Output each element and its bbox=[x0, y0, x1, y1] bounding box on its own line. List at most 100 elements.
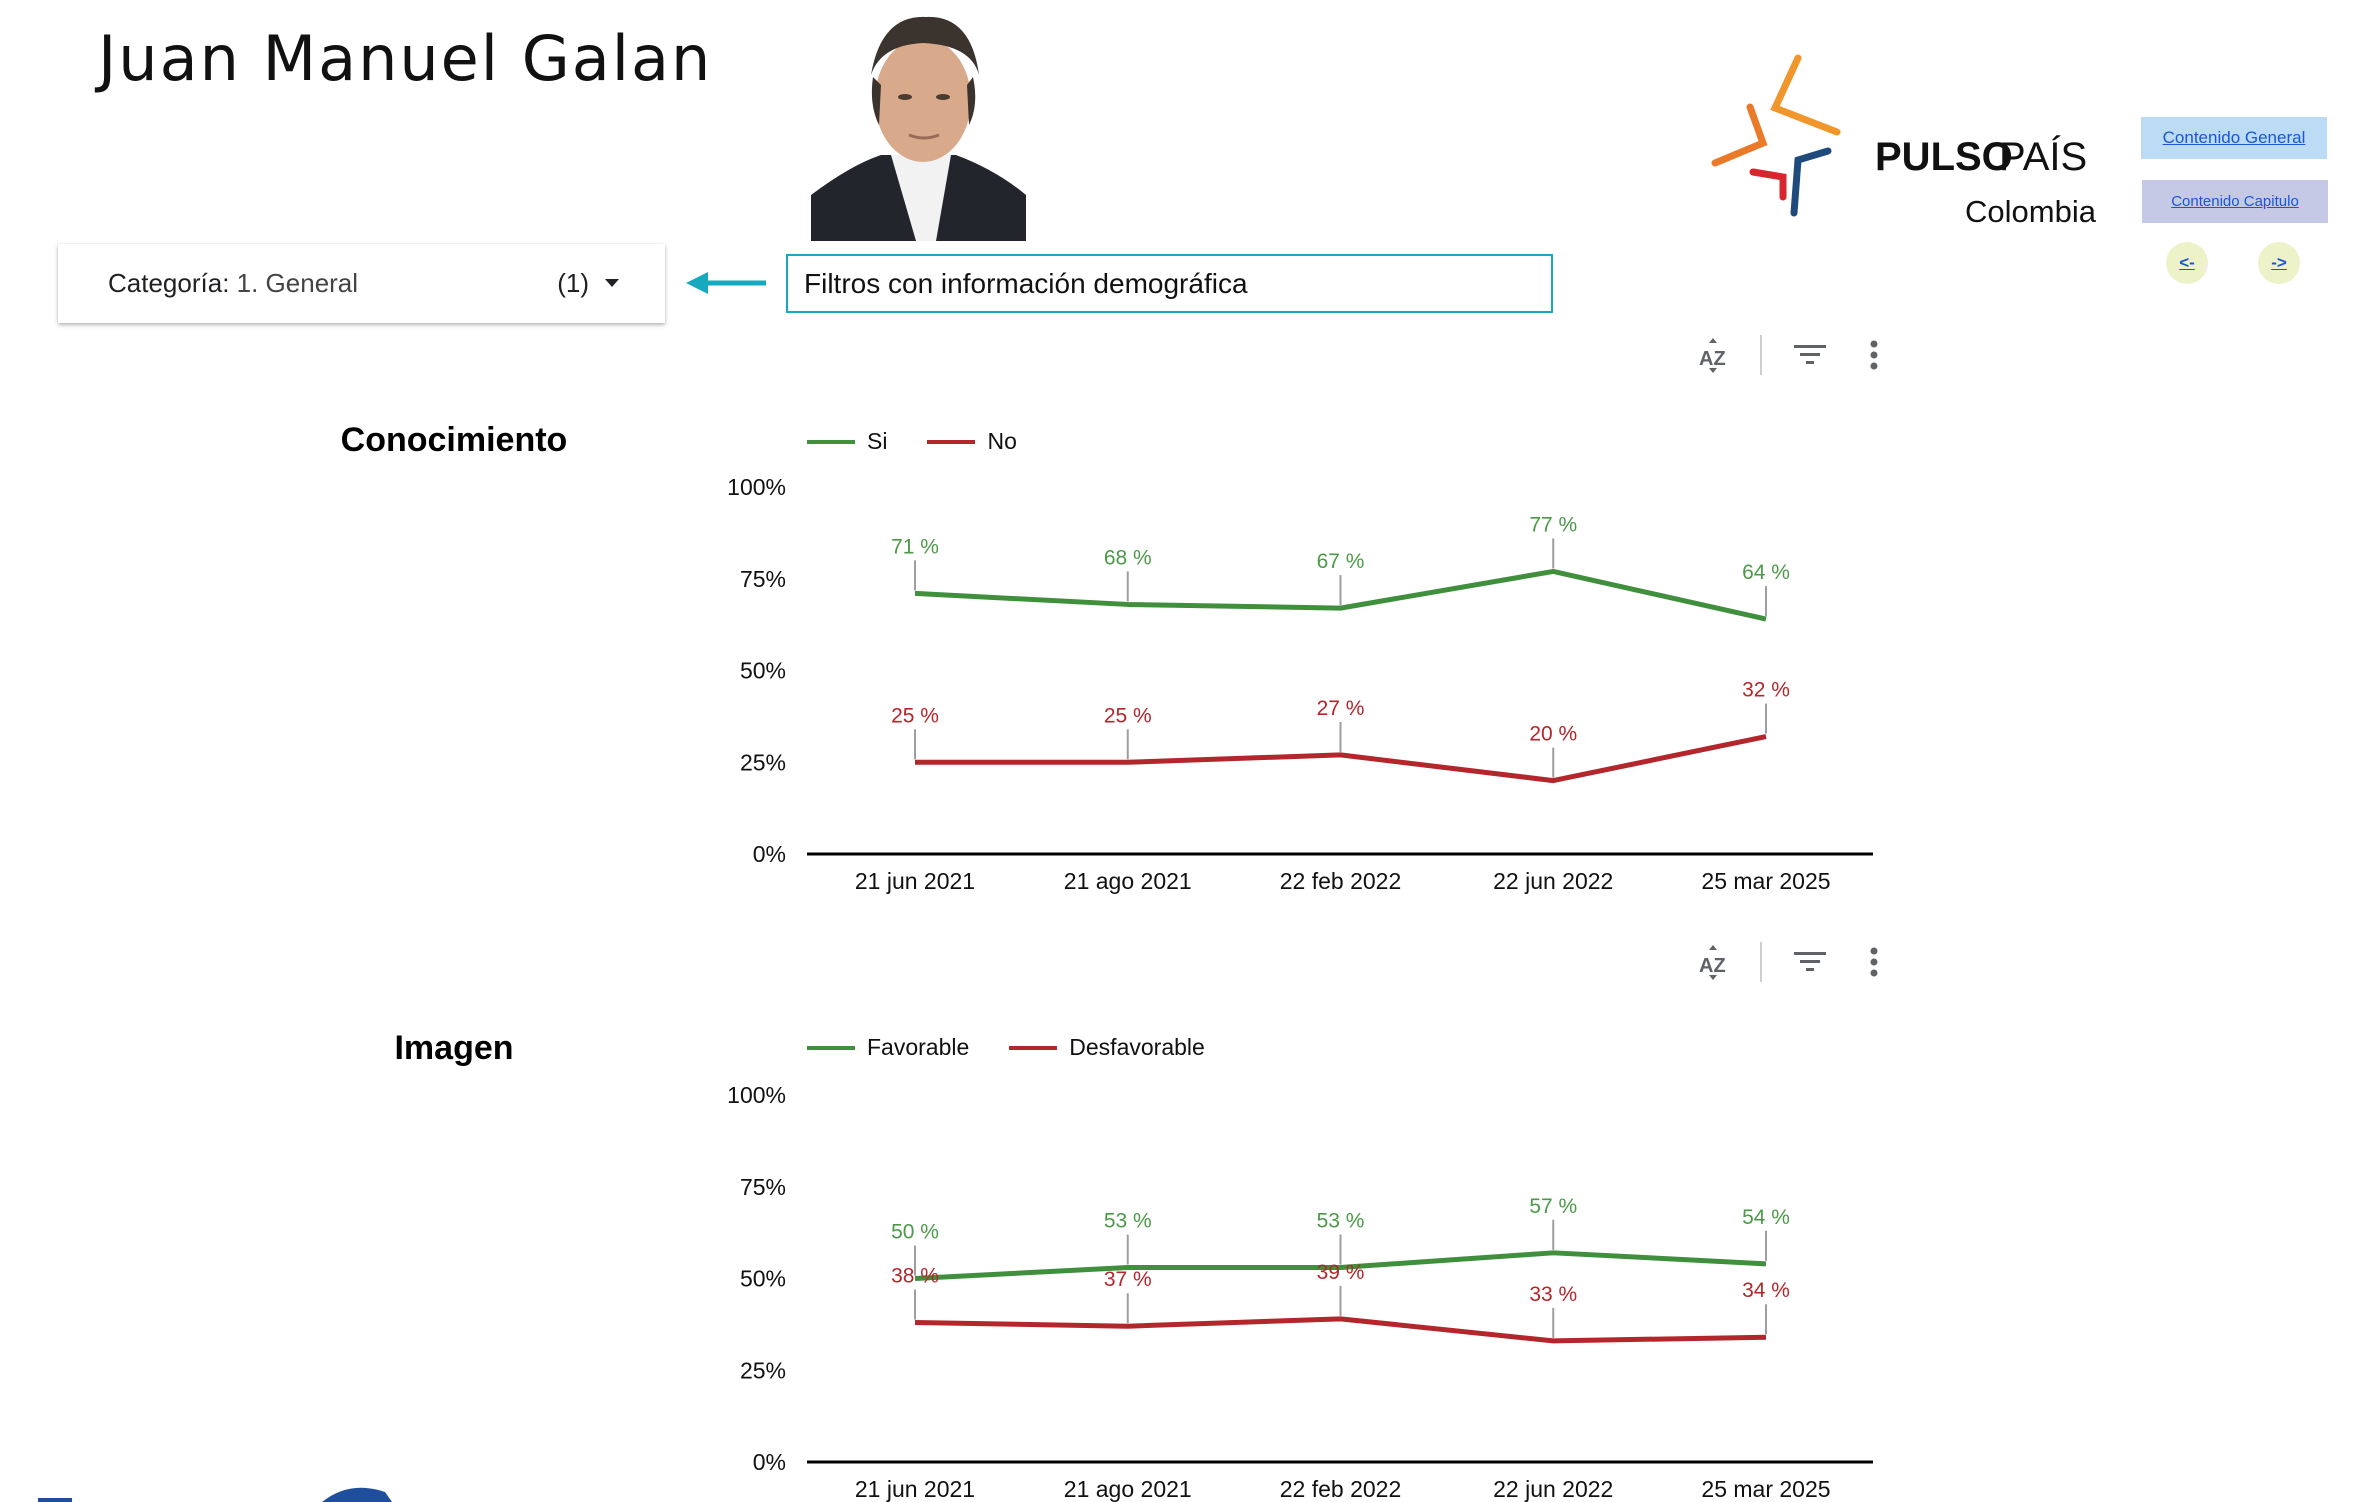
candidate-photo bbox=[811, 5, 1026, 241]
y-tick-label: 75% bbox=[740, 566, 786, 592]
toolbar-divider bbox=[1760, 942, 1762, 982]
data-label: 32 % bbox=[1742, 679, 1790, 702]
data-label: 57 % bbox=[1529, 1195, 1577, 1218]
sort-az-icon[interactable]: AZ bbox=[1698, 937, 1728, 987]
x-tick-label: 22 jun 2022 bbox=[1493, 868, 1613, 894]
legend-label: Desfavorable bbox=[1069, 1034, 1205, 1060]
data-label: 25 % bbox=[891, 704, 939, 727]
page-title: Juan Manuel Galan bbox=[98, 22, 713, 95]
x-tick-label: 21 jun 2021 bbox=[855, 868, 975, 894]
chart-title-conocimiento: Conocimiento bbox=[340, 421, 568, 459]
chart-legend: Si No bbox=[807, 428, 1043, 455]
contenido-capitulo-button[interactable]: Contenido Capitulo bbox=[2142, 180, 2328, 223]
contenido-general-button[interactable]: Contenido General bbox=[2141, 117, 2327, 159]
data-point[interactable] bbox=[1121, 1319, 1135, 1333]
next-page-button[interactable]: -> bbox=[2258, 242, 2300, 284]
data-label: 77 % bbox=[1529, 513, 1577, 536]
svg-text:AZ: AZ bbox=[1699, 348, 1726, 370]
data-label: 27 % bbox=[1317, 697, 1365, 720]
chevron-down-icon[interactable] bbox=[605, 279, 619, 287]
category-label: Categoría bbox=[108, 268, 223, 298]
more-vert-icon[interactable] bbox=[1866, 937, 1882, 987]
sort-az-icon[interactable]: AZ bbox=[1698, 330, 1728, 380]
data-point[interactable] bbox=[908, 1316, 922, 1330]
legend-label: Si bbox=[867, 428, 888, 454]
category-dropdown[interactable]: Categoría: 1. General (1) bbox=[58, 244, 665, 323]
y-tick-label: 50% bbox=[740, 658, 786, 684]
footer-logo bbox=[38, 1487, 392, 1502]
data-label: 50 % bbox=[891, 1221, 939, 1244]
brand-name-light: PAÍS bbox=[1999, 134, 2087, 179]
data-point[interactable] bbox=[1334, 1312, 1348, 1326]
legend-item[interactable]: No bbox=[927, 428, 1017, 455]
x-tick-label: 22 feb 2022 bbox=[1280, 868, 1402, 894]
data-label: 54 % bbox=[1742, 1206, 1790, 1229]
data-label: 67 % bbox=[1317, 550, 1365, 573]
data-label: 25 % bbox=[1104, 704, 1152, 727]
data-label: 68 % bbox=[1104, 546, 1152, 569]
more-vert-icon[interactable] bbox=[1866, 330, 1882, 380]
chart-title-imagen: Imagen bbox=[394, 1029, 514, 1067]
y-tick-label: 25% bbox=[740, 749, 786, 775]
legend-item[interactable]: Favorable bbox=[807, 1034, 969, 1061]
chart-toolbar: AZ bbox=[1698, 937, 1898, 987]
pulsopais-logo: PULSO PAÍS Colombia bbox=[1700, 50, 2120, 235]
y-tick-label: 75% bbox=[740, 1174, 786, 1200]
data-point[interactable] bbox=[1546, 1334, 1560, 1348]
data-label: 33 % bbox=[1529, 1283, 1577, 1306]
toolbar-divider bbox=[1760, 335, 1762, 375]
legend-label: Favorable bbox=[867, 1034, 970, 1060]
previous-page-button[interactable]: <- bbox=[2166, 242, 2208, 284]
x-tick-label: 21 ago 2021 bbox=[1064, 1476, 1192, 1502]
series-line-no[interactable] bbox=[915, 734, 1767, 784]
x-tick-label: 22 jun 2022 bbox=[1493, 1476, 1613, 1502]
filter-hint-box: Filtros con información demográfica bbox=[786, 254, 1553, 313]
legend-swatch bbox=[807, 439, 855, 444]
data-label: 37 % bbox=[1104, 1268, 1152, 1291]
x-tick-label: 25 mar 2025 bbox=[1701, 1476, 1830, 1502]
chart-toolbar: AZ bbox=[1698, 330, 1898, 380]
data-label: 20 % bbox=[1529, 723, 1577, 746]
data-label: 71 % bbox=[891, 535, 939, 558]
x-tick-label: 22 feb 2022 bbox=[1280, 1476, 1402, 1502]
data-label: 53 % bbox=[1104, 1209, 1152, 1232]
y-tick-label: 50% bbox=[740, 1266, 786, 1292]
x-tick-label: 25 mar 2025 bbox=[1701, 868, 1830, 894]
data-label: 38 % bbox=[891, 1265, 939, 1288]
logo-mark-icon bbox=[1711, 54, 1841, 217]
series-line-favorable[interactable] bbox=[914, 1250, 1767, 1281]
arrow-left-icon bbox=[686, 272, 766, 294]
series-line-si[interactable] bbox=[914, 568, 1767, 622]
y-tick-label: 100% bbox=[727, 1082, 786, 1108]
data-point[interactable] bbox=[1759, 1257, 1773, 1271]
data-label: 53 % bbox=[1317, 1209, 1365, 1232]
y-tick-label: 100% bbox=[727, 474, 786, 500]
x-tick-label: 21 ago 2021 bbox=[1064, 868, 1192, 894]
series-line-desfavorable[interactable] bbox=[914, 1316, 1767, 1344]
data-label: 34 % bbox=[1742, 1279, 1790, 1302]
legend-swatch bbox=[807, 1045, 855, 1050]
data-label: 39 % bbox=[1317, 1261, 1365, 1284]
legend-swatch bbox=[1009, 1045, 1058, 1050]
y-tick-label: 25% bbox=[740, 1357, 786, 1383]
chart-legend: Favorable Desfavorable bbox=[807, 1034, 1231, 1061]
legend-item[interactable]: Desfavorable bbox=[1009, 1034, 1205, 1061]
x-tick-label: 21 jun 2021 bbox=[855, 1476, 975, 1502]
y-tick-label: 0% bbox=[753, 841, 786, 867]
legend-label: No bbox=[987, 428, 1017, 454]
data-point[interactable] bbox=[1759, 1330, 1773, 1344]
data-label: 64 % bbox=[1742, 561, 1790, 584]
data-point[interactable] bbox=[1546, 1246, 1560, 1260]
filter-icon[interactable] bbox=[1794, 330, 1826, 380]
brand-country: Colombia bbox=[1965, 194, 2097, 229]
legend-swatch bbox=[927, 439, 976, 444]
brand-name-bold: PULSO bbox=[1875, 135, 2013, 179]
category-separator: : bbox=[222, 268, 237, 298]
filter-icon[interactable] bbox=[1794, 937, 1826, 987]
y-tick-label: 0% bbox=[753, 1449, 786, 1475]
legend-item[interactable]: Si bbox=[807, 428, 887, 455]
filter-hint-text: Filtros con información demográfica bbox=[804, 268, 1248, 299]
svg-text:AZ: AZ bbox=[1699, 955, 1726, 977]
